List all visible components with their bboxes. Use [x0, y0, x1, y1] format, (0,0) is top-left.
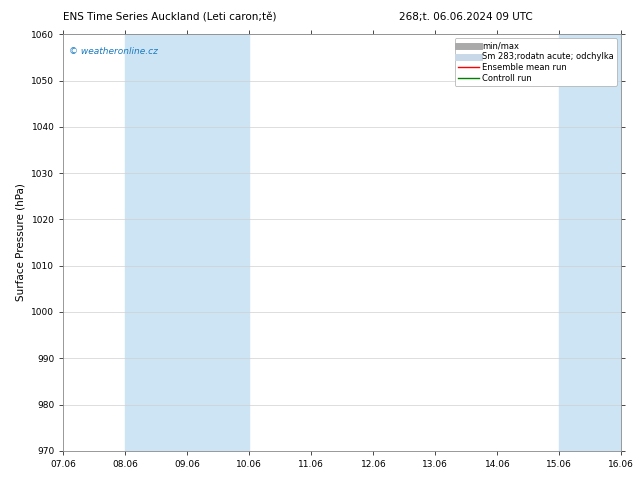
Text: © weatheronline.cz: © weatheronline.cz: [69, 47, 158, 56]
Bar: [126, 34, 249, 451]
Y-axis label: Surface Pressure (hPa): Surface Pressure (hPa): [16, 184, 26, 301]
Text: 268;t. 06.06.2024 09 UTC: 268;t. 06.06.2024 09 UTC: [399, 12, 533, 22]
Legend: min/max, Sm 283;rodatn acute; odchylka, Ensemble mean run, Controll run: min/max, Sm 283;rodatn acute; odchylka, …: [455, 39, 617, 86]
Bar: [559, 34, 621, 451]
Text: ENS Time Series Auckland (Leti caron;tě): ENS Time Series Auckland (Leti caron;tě): [63, 12, 277, 22]
